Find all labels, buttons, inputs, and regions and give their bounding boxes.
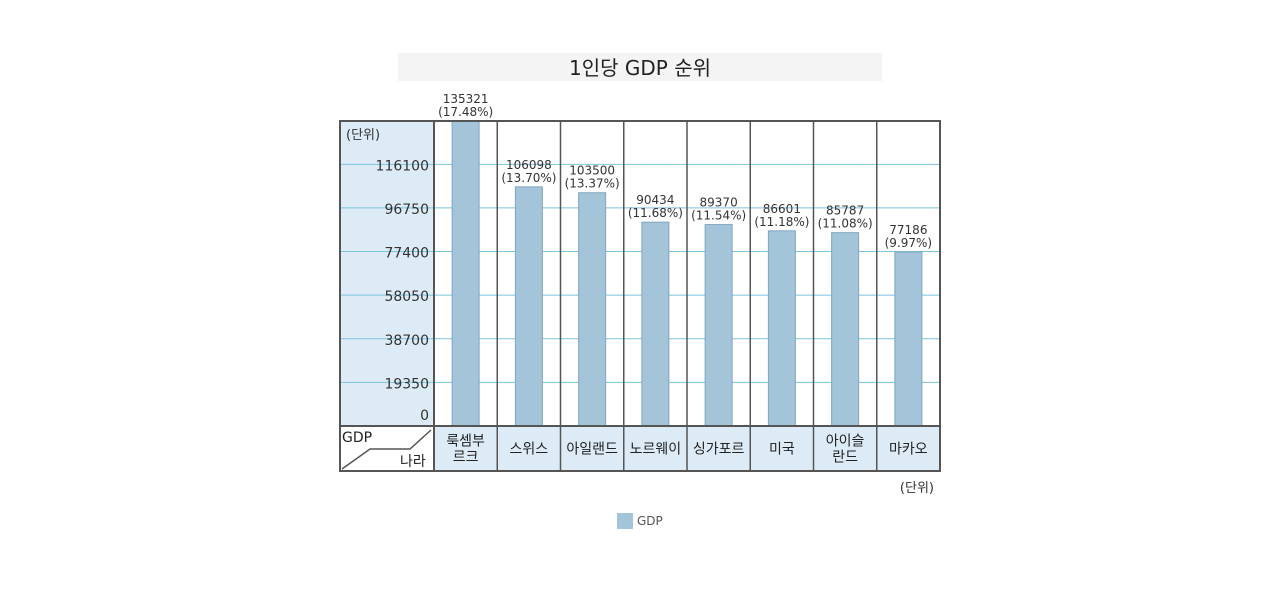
y-tick-label: 38700 [384, 333, 429, 349]
bar-value-label: 90434 [636, 193, 674, 207]
y-tick-label: 116100 [376, 158, 429, 174]
bar [831, 232, 860, 427]
bar [578, 192, 607, 427]
chart-title: 1인당 GDP 순위 [569, 56, 711, 80]
y-tick-label: 0 [420, 408, 429, 424]
y-axis-unit-label: (단위) [346, 128, 380, 143]
y-tick-label: 77400 [384, 246, 429, 262]
bar [894, 251, 923, 427]
bar [451, 120, 480, 427]
category-label: 란드 [832, 450, 858, 466]
data-labels: 135321(17.48%) 106098(13.70%) 103500(13.37… [438, 92, 932, 250]
bars [451, 120, 923, 427]
category-label: 싱가포르 [693, 442, 745, 458]
bar-percent-label: (13.70%) [501, 171, 556, 185]
category-label: 르크 [453, 450, 479, 466]
y-tick-label: 96750 [384, 202, 429, 218]
bar [641, 221, 670, 427]
chart-frame: (단위) 0 19350 38700 58050 77400 96750 116100 13… [339, 92, 941, 472]
category-label: 아이슬 [826, 434, 865, 450]
bar-value-label: 135321 [443, 92, 489, 106]
corner-label-country: 나라 [400, 454, 426, 470]
bar-value-label: 106098 [506, 158, 552, 172]
legend-label: GDP [637, 514, 663, 528]
category-label: 룩셈부 [446, 434, 485, 450]
bar-percent-label: (13.37%) [565, 177, 620, 191]
chart-title-background [398, 53, 882, 81]
y-tick-labels: 0 19350 38700 58050 77400 96750 116100 [376, 158, 429, 424]
category-label: 미국 [769, 442, 795, 458]
bar [514, 186, 543, 427]
bar [767, 230, 796, 427]
bar [704, 224, 733, 427]
bar-value-label: 77186 [889, 223, 927, 237]
bar-value-label: 86601 [763, 202, 801, 216]
y-tick-label: 58050 [384, 289, 429, 305]
bar-percent-label: (11.18%) [754, 215, 809, 229]
legend: GDP [617, 513, 663, 529]
category-label: 마카오 [889, 442, 928, 458]
bar-percent-label: (9.97%) [885, 236, 932, 250]
chart-title-group: 1인당 GDP 순위 [398, 53, 882, 81]
bar-value-label: 103500 [569, 164, 615, 178]
bar-percent-label: (11.08%) [818, 217, 873, 231]
y-tick-label: 19350 [384, 376, 429, 392]
frame-lines [339, 120, 941, 472]
bottom-unit-label: (단위) [900, 481, 934, 496]
category-label: 스위스 [510, 442, 549, 458]
bar-percent-label: (17.48%) [438, 105, 493, 119]
bar-value-label: 89370 [700, 196, 738, 210]
outer-border [339, 120, 941, 472]
bar-percent-label: (11.54%) [691, 209, 746, 223]
bar-percent-label: (11.68%) [628, 206, 683, 220]
legend-swatch [617, 513, 633, 529]
bar-value-label: 85787 [826, 204, 864, 218]
category-label: 노르웨이 [630, 442, 682, 458]
category-label: 아일랜드 [566, 442, 618, 458]
corner-divider-line [341, 429, 432, 470]
y-axis-panel [340, 121, 434, 427]
corner-label-gdp: GDP [342, 430, 372, 446]
